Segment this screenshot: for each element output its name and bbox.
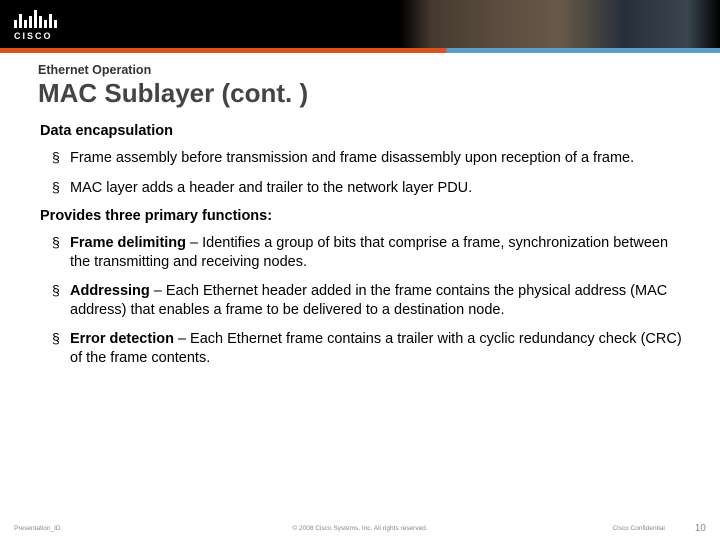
logo-text: CISCO [14, 31, 57, 41]
item-lead: Frame delimiting [70, 235, 186, 251]
slide-content: Ethernet Operation MAC Sublayer (cont. )… [0, 53, 720, 367]
section2-list: Frame delimiting – Identifies a group of… [38, 234, 686, 367]
page-number: 10 [695, 523, 706, 534]
super-title: Ethernet Operation [38, 63, 686, 77]
list-item: Frame assembly before transmission and f… [38, 149, 686, 168]
footer-confidential: Cisco Confidential [612, 525, 664, 532]
header-bar: CISCO [0, 0, 720, 48]
list-item: Frame delimiting – Identifies a group of… [38, 234, 686, 271]
logo-bars-icon [14, 8, 57, 28]
section1-list: Frame assembly before transmission and f… [38, 149, 686, 197]
item-rest: – Each Ethernet header added in the fram… [70, 283, 667, 318]
slide-title: MAC Sublayer (cont. ) [38, 78, 686, 109]
section2-heading: Provides three primary functions: [40, 208, 686, 224]
banner-photo [400, 0, 720, 48]
item-lead: Addressing [70, 283, 150, 299]
slide-footer: Presentation_ID © 2008 Cisco Systems, In… [0, 523, 720, 534]
list-item: MAC layer adds a header and trailer to t… [38, 179, 686, 198]
footer-left: Presentation_ID [14, 525, 61, 532]
footer-copyright: © 2008 Cisco Systems, Inc. All rights re… [292, 525, 427, 532]
item-lead: Error detection [70, 331, 174, 347]
list-item: Error detection – Each Ethernet frame co… [38, 330, 686, 367]
cisco-logo: CISCO [14, 8, 57, 41]
section1-heading: Data encapsulation [40, 123, 686, 139]
list-item: Addressing – Each Ethernet header added … [38, 282, 686, 319]
